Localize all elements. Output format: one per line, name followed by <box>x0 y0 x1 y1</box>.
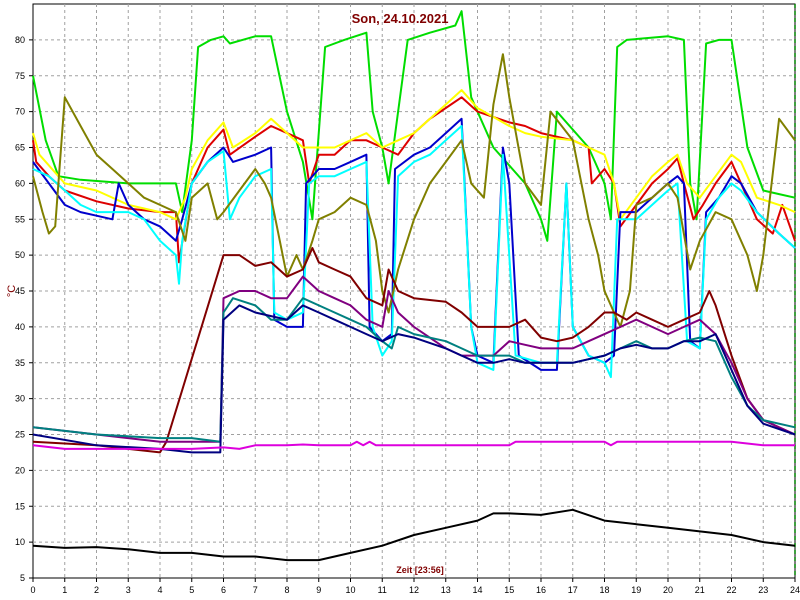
series-line-4 <box>32 117 796 371</box>
y-tick-label: 30 <box>15 394 25 404</box>
series-line-3 <box>32 89 796 221</box>
y-tick-label: 50 <box>15 250 25 260</box>
series-line-7 <box>32 247 796 454</box>
y-tick-label: 20 <box>15 465 25 475</box>
series-line-10 <box>32 304 796 454</box>
x-tick-label: 0 <box>30 585 35 595</box>
x-tick-label: 7 <box>253 585 258 595</box>
x-tick-label: 16 <box>536 585 546 595</box>
x-tick-label: 18 <box>599 585 609 595</box>
x-tick-label: 14 <box>472 585 482 595</box>
series-group <box>32 10 796 562</box>
x-tick-label: 12 <box>409 585 419 595</box>
y-tick-label: 40 <box>15 322 25 332</box>
x-tick-label: 11 <box>378 585 387 595</box>
x-tick-label: 15 <box>504 585 514 595</box>
y-tick-label: 10 <box>15 537 25 547</box>
x-tick-label: 2 <box>94 585 99 595</box>
x-axis-label: Zeit [23:56] <box>396 565 444 575</box>
tick-labels: 0 1 2 3 4 5 6 7 8 9 10 11 12 13 14 15 16 17 18 19 20 21 22 23 24… <box>15 35 800 595</box>
x-tick-label: 13 <box>441 585 451 595</box>
x-tick-label: 6 <box>221 585 226 595</box>
x-tick-label: 5 <box>189 585 194 595</box>
x-tick-label: 21 <box>695 585 705 595</box>
x-tick-label: 20 <box>663 585 673 595</box>
x-tick-label: 8 <box>284 585 289 595</box>
x-tick-label: 17 <box>568 585 578 595</box>
x-tick-label: 22 <box>726 585 736 595</box>
x-tick-label: 9 <box>316 585 321 595</box>
series-line-1 <box>32 10 796 242</box>
x-tick-label: 19 <box>631 585 641 595</box>
x-tick-label: 3 <box>126 585 131 595</box>
x-tick-label: 4 <box>157 585 162 595</box>
series-line-12 <box>32 508 796 562</box>
x-tick-label: 1 <box>62 585 67 595</box>
series-line-6 <box>32 53 796 328</box>
axes <box>29 4 796 582</box>
y-tick-label: 35 <box>15 358 25 368</box>
series-line-5 <box>32 125 796 379</box>
y-tick-label: 15 <box>15 501 25 511</box>
y-tick-label: 25 <box>15 430 25 440</box>
y-tick-label: 60 <box>15 178 25 188</box>
series-line-11 <box>32 440 795 450</box>
y-tick-label: 65 <box>15 143 25 153</box>
x-tick-label: 10 <box>345 585 355 595</box>
y-tick-label: 80 <box>15 35 25 45</box>
y-tick-label: 5 <box>20 573 25 583</box>
x-tick-label: 24 <box>790 585 800 595</box>
y-tick-label: 75 <box>15 71 25 81</box>
y-tick-label: 55 <box>15 214 25 224</box>
x-tick-label: 23 <box>758 585 768 595</box>
y-tick-label: 70 <box>15 107 25 117</box>
y-tick-label: 45 <box>15 286 25 296</box>
y-axis-label: °C <box>6 285 18 297</box>
chart-title: Son, 24.10.2021 <box>352 11 449 26</box>
